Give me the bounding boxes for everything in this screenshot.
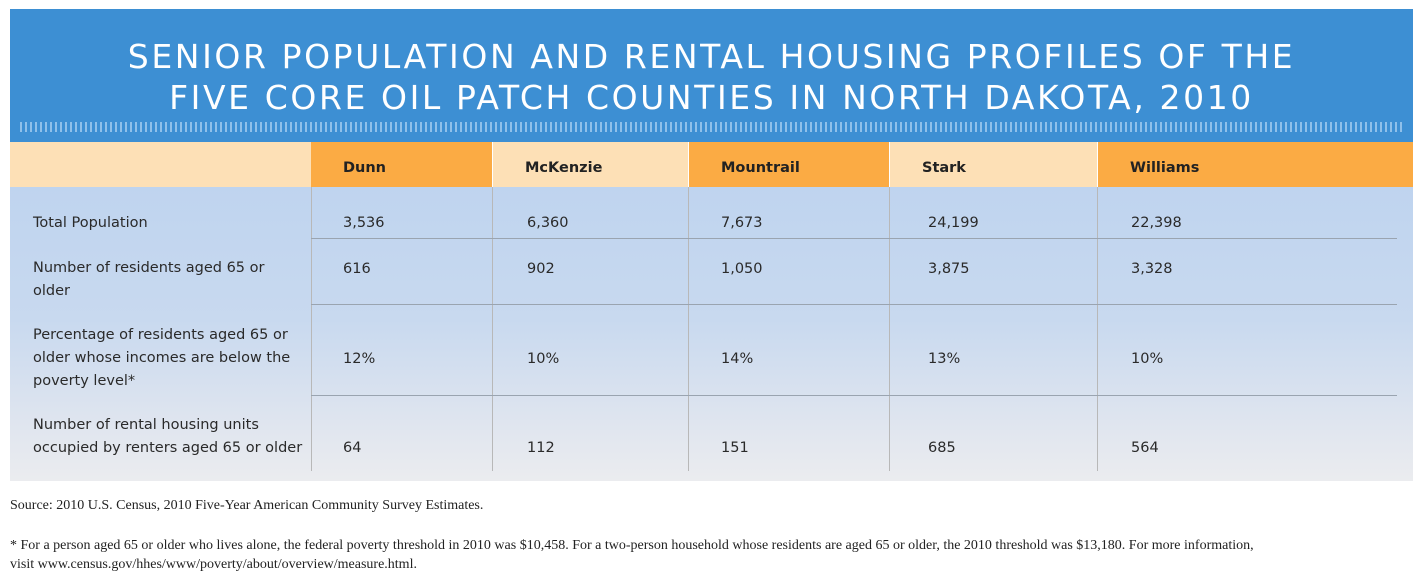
table-figure: SENIOR POPULATION AND RENTAL HOUSING PRO…: [10, 9, 1413, 481]
header-cell-dunn: Dunn: [311, 142, 492, 187]
column-divider: [688, 187, 689, 471]
title-banner: SENIOR POPULATION AND RENTAL HOUSING PRO…: [10, 9, 1413, 142]
column-divider: [311, 187, 312, 471]
header-cell-mountrail: Mountrail: [689, 142, 889, 187]
figure-title: SENIOR POPULATION AND RENTAL HOUSING PRO…: [10, 36, 1413, 118]
cell-value: 14%: [721, 351, 754, 367]
cell-value: 10%: [1131, 351, 1164, 367]
header-cell-mckenzie: McKenzie: [493, 142, 688, 187]
row-label: Number of residents aged 65 or older: [33, 260, 265, 299]
footnote-line-1: * For a person aged 65 or older who live…: [10, 538, 1254, 553]
cell-value: 616: [343, 261, 371, 277]
row-divider: [311, 395, 1397, 396]
cell-value: 6,360: [527, 215, 569, 231]
row-label: Number of rental housing units occupied …: [33, 417, 303, 456]
cell-value: 12%: [343, 351, 376, 367]
table-body: Total Population 3,536 6,360 7,673 24,19…: [10, 187, 1413, 481]
cell-value: 151: [721, 440, 749, 456]
cell-value: 10%: [527, 351, 560, 367]
cell-value: 902: [527, 261, 555, 277]
tick-stripe: [20, 122, 1403, 132]
cell-value: 564: [1131, 440, 1159, 456]
cell-value: 7,673: [721, 215, 763, 231]
table-header-row: Dunn McKenzie Mountrail Stark Williams: [10, 142, 1413, 187]
title-line-1: SENIOR POPULATION AND RENTAL HOUSING PRO…: [127, 37, 1296, 76]
row-divider: [311, 238, 1397, 239]
cell-value: 3,328: [1131, 261, 1173, 277]
row-label: Percentage of residents aged 65 or older…: [33, 327, 291, 389]
header-cell-stark: Stark: [890, 142, 1097, 187]
cell-value: 24,199: [928, 215, 979, 231]
cell-value: 22,398: [1131, 215, 1182, 231]
footnote-line-2: visit www.census.gov/hhes/www/poverty/ab…: [10, 557, 417, 572]
column-divider: [1097, 187, 1098, 471]
column-divider: [492, 187, 493, 471]
cell-value: 685: [928, 440, 956, 456]
cell-value: 13%: [928, 351, 961, 367]
header-cell-blank: [10, 142, 311, 187]
cell-value: 64: [343, 440, 362, 456]
cell-value: 1,050: [721, 261, 763, 277]
source-note: Source: 2010 U.S. Census, 2010 Five-Year…: [10, 498, 484, 513]
column-divider: [889, 187, 890, 471]
row-label: Total Population: [33, 215, 148, 231]
cell-value: 3,536: [343, 215, 385, 231]
header-cell-williams: Williams: [1098, 142, 1413, 187]
cell-value: 112: [527, 440, 555, 456]
cell-value: 3,875: [928, 261, 970, 277]
title-line-2: FIVE CORE OIL PATCH COUNTIES IN NORTH DA…: [169, 78, 1254, 117]
footnote: * For a person aged 65 or older who live…: [10, 536, 1410, 574]
row-divider: [311, 304, 1397, 305]
